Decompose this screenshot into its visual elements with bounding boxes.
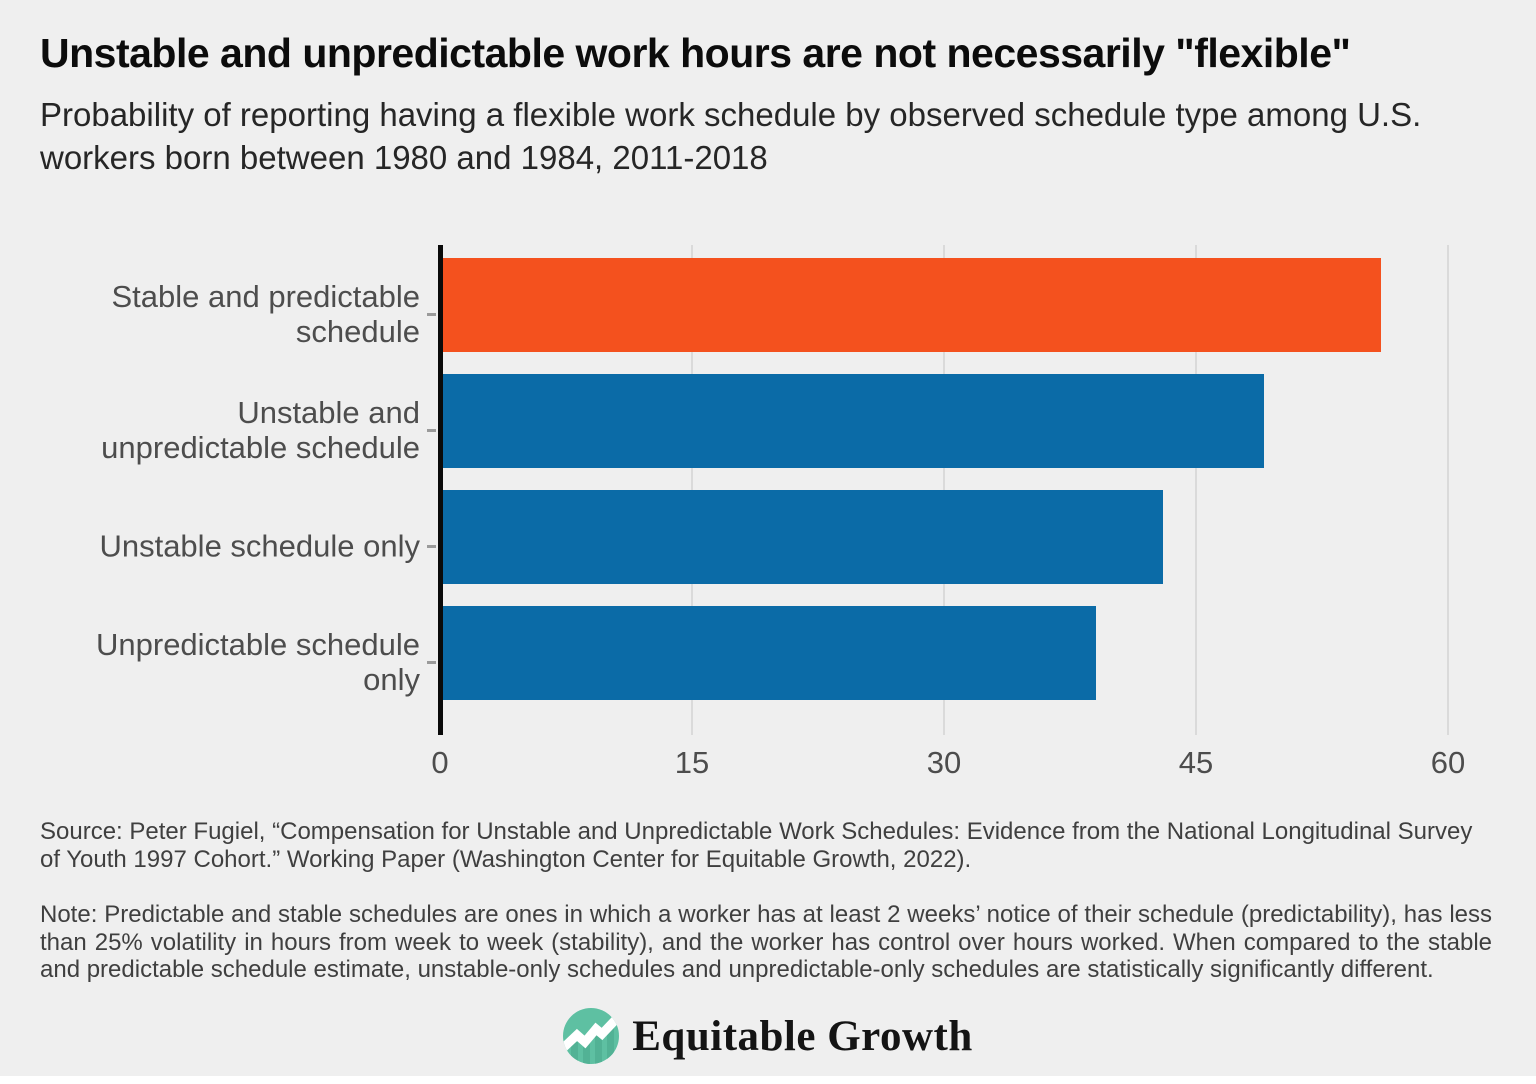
x-tick-label-15: 15 xyxy=(674,745,710,780)
logo-wordmark: Equitable Growth xyxy=(632,1012,973,1060)
category-label: Unpredictable schedule only xyxy=(0,627,420,697)
y-tick-mark xyxy=(427,661,436,664)
source-text: Source: Peter Fugiel, “Compensation for … xyxy=(40,818,1473,873)
category-label: Unstable schedule only xyxy=(0,529,420,564)
equitable-growth-logo: Equitable Growth xyxy=(0,1008,1536,1064)
note-text: Note: Predictable and stable schedules a… xyxy=(40,901,1492,983)
category-label-line: schedule xyxy=(295,314,420,349)
x-tick-label-60: 60 xyxy=(1430,745,1466,780)
x-tick-label-0: 0 xyxy=(431,745,449,780)
category-label-line: Stable and predictable xyxy=(111,279,420,314)
chart-subtitle: Probability of reporting having a flexib… xyxy=(40,96,1422,176)
bar-highlight xyxy=(443,258,1381,352)
category-label: Unstable and unpredictable schedule xyxy=(0,395,420,465)
category-label-line: unpredictable schedule xyxy=(101,430,420,465)
y-axis-labels: Stable and predictable schedule Unstable a… xyxy=(0,245,420,735)
y-axis-line xyxy=(438,245,443,735)
chart-title: Unstable and unpredictable work hours ar… xyxy=(40,30,1351,76)
bar-row xyxy=(443,258,1448,352)
gridline-x-45 xyxy=(1195,245,1197,735)
category-label-line: only xyxy=(363,662,420,697)
logo-trendline-icon xyxy=(563,1008,620,1064)
bar-row xyxy=(443,490,1448,584)
bar-row xyxy=(443,374,1448,468)
y-tick-mark xyxy=(427,313,436,316)
category-label-line: Unpredictable schedule xyxy=(96,627,420,662)
bar-row xyxy=(443,606,1448,700)
x-tick-label-30: 30 xyxy=(926,745,962,780)
bars-group xyxy=(443,258,1448,722)
bar-value xyxy=(443,490,1164,584)
bar-value xyxy=(443,374,1264,468)
y-tick-mark xyxy=(427,429,436,432)
bar-value xyxy=(443,606,1097,700)
gridline-x-60 xyxy=(1447,245,1449,735)
plot-area xyxy=(427,245,1449,735)
y-tick-mark xyxy=(427,545,436,548)
x-axis-tick-labels: 0 15 30 45 60 xyxy=(431,745,1465,785)
category-label-line: Unstable and xyxy=(237,395,420,430)
bottom-margin-strip xyxy=(0,1076,1536,1084)
x-tick-label-45: 45 xyxy=(1178,745,1214,780)
category-label-line: Unstable schedule only xyxy=(99,528,420,564)
category-label: Stable and predictable schedule xyxy=(0,279,420,349)
bar-chart: Stable and predictable schedule Unstable a… xyxy=(0,245,1536,785)
